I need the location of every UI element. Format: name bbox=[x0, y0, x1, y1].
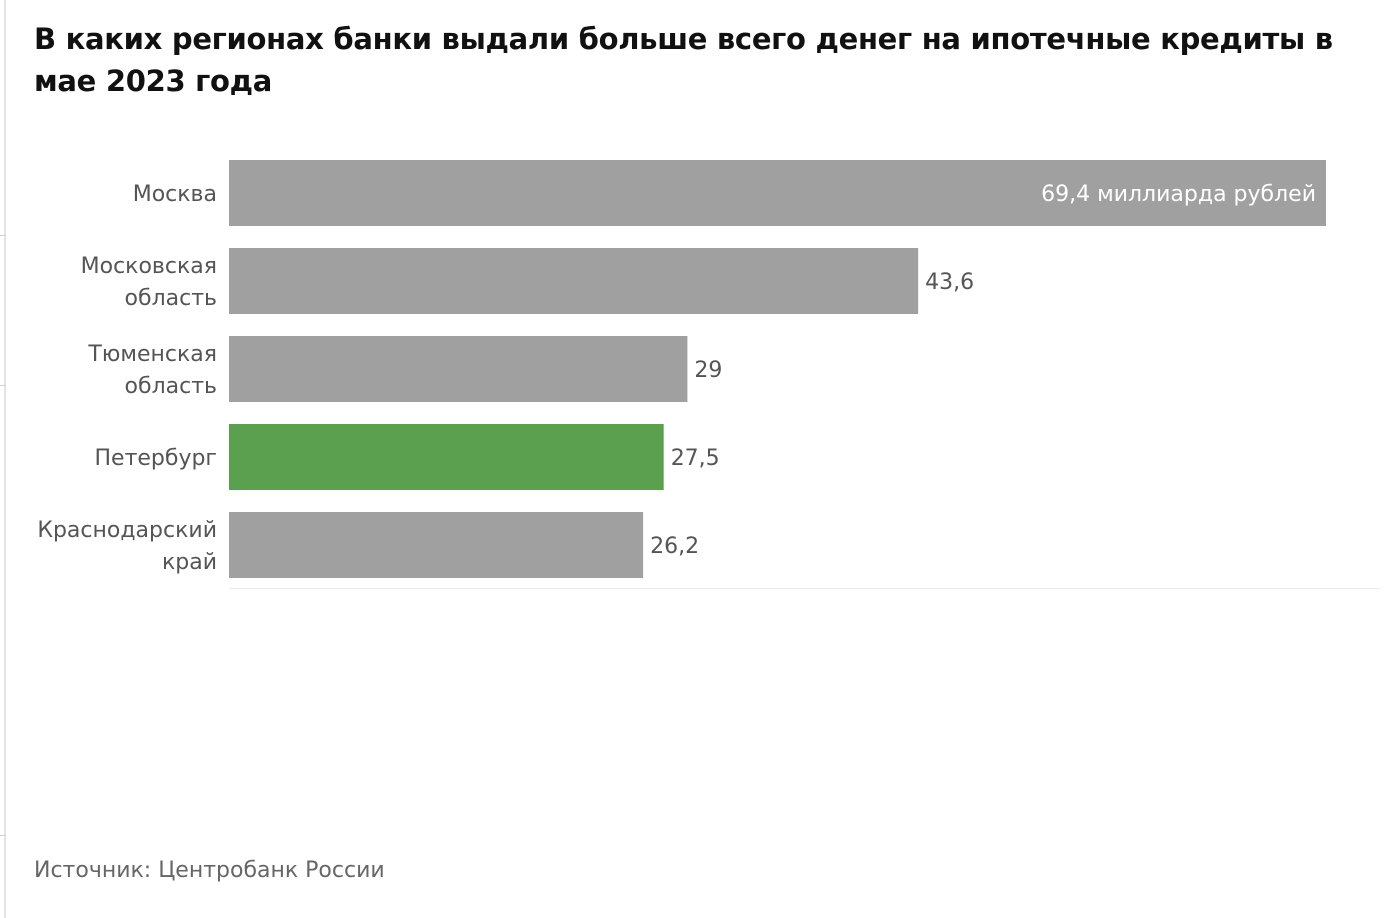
data-label: 43,6 bbox=[925, 270, 974, 295]
category-label: Москва bbox=[133, 182, 217, 207]
category-label: Московская bbox=[81, 254, 217, 279]
data-label: 27,5 bbox=[671, 446, 720, 471]
category-label: Краснодарский bbox=[37, 518, 217, 543]
category-label: край bbox=[162, 550, 217, 575]
left-border bbox=[4, 0, 6, 918]
chart-title: В каких регионах банки выдали больше все… bbox=[34, 22, 1333, 98]
bar bbox=[229, 336, 688, 402]
category-label: Петербург bbox=[94, 446, 217, 471]
border-tick bbox=[0, 835, 6, 836]
data-label: 69,4 миллиарда рублей bbox=[1041, 182, 1316, 207]
bar bbox=[229, 160, 1326, 226]
bar bbox=[229, 248, 919, 314]
data-label: 26,2 bbox=[650, 534, 699, 559]
bar bbox=[229, 512, 644, 578]
bar bbox=[229, 424, 664, 490]
category-label: область bbox=[125, 374, 217, 399]
source-note: Источник: Центробанк России bbox=[34, 858, 385, 883]
data-label: 29 bbox=[694, 358, 722, 383]
category-label: Тюменская bbox=[87, 342, 217, 367]
border-tick bbox=[0, 235, 6, 236]
border-tick bbox=[0, 385, 6, 386]
category-label: область bbox=[125, 286, 217, 311]
